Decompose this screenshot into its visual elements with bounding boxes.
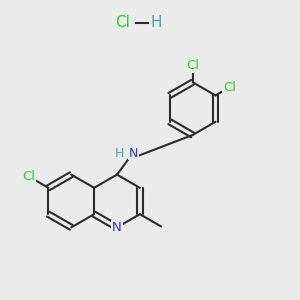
- Text: Cl: Cl: [22, 170, 35, 183]
- Text: H: H: [151, 15, 162, 30]
- Text: Cl: Cl: [223, 81, 236, 94]
- Text: Cl: Cl: [116, 15, 130, 30]
- Text: N: N: [112, 221, 122, 234]
- Text: N: N: [129, 146, 138, 160]
- Text: H: H: [115, 146, 124, 160]
- Text: Cl: Cl: [186, 59, 199, 72]
